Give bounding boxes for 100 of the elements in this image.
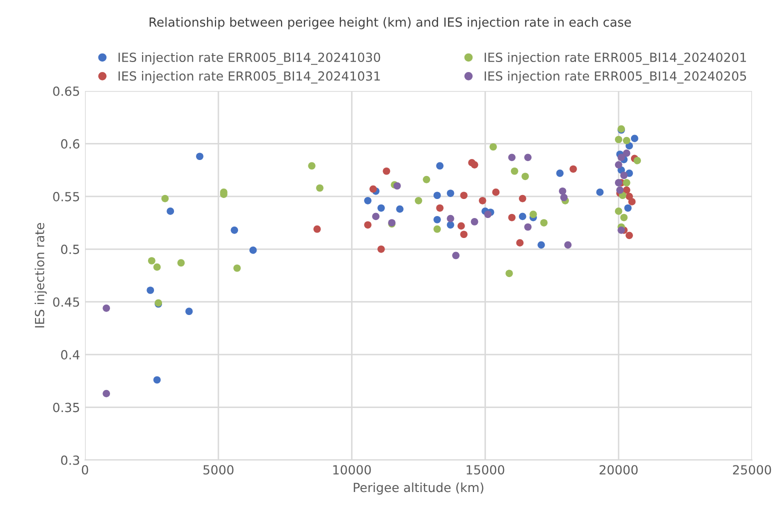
point xyxy=(622,150,630,157)
point xyxy=(524,154,532,162)
point xyxy=(506,270,513,278)
point xyxy=(177,259,185,267)
point xyxy=(436,204,444,212)
point xyxy=(484,210,492,218)
point xyxy=(470,218,478,226)
point xyxy=(364,221,372,229)
y-axis-title: IES injection rate xyxy=(34,223,47,328)
point xyxy=(377,245,385,253)
point xyxy=(369,185,377,193)
point xyxy=(460,192,468,200)
point xyxy=(434,225,441,233)
point xyxy=(564,241,572,249)
point xyxy=(434,216,441,224)
point xyxy=(446,190,454,197)
point xyxy=(516,239,524,246)
point xyxy=(628,198,636,206)
point xyxy=(230,226,238,234)
point xyxy=(102,304,110,312)
point xyxy=(518,194,526,202)
legend-label: IES injection rate ERR005_BI14_20240201 xyxy=(484,52,746,65)
point xyxy=(626,232,633,240)
point xyxy=(313,225,321,233)
point xyxy=(166,208,174,215)
point xyxy=(102,390,110,398)
point xyxy=(452,252,460,260)
chart-title: Relationship between perigee height (km) and IES injection rate in each case xyxy=(150,17,631,30)
point xyxy=(196,152,204,160)
point xyxy=(446,214,454,222)
point xyxy=(508,214,516,222)
point xyxy=(372,212,380,220)
point xyxy=(148,257,156,264)
point xyxy=(478,196,486,204)
y-tick-label: 0.5 xyxy=(61,244,80,254)
point xyxy=(620,172,628,180)
point xyxy=(622,136,630,144)
x-tick-label: 15000 xyxy=(466,465,504,475)
point xyxy=(540,219,548,226)
point xyxy=(614,136,622,144)
point xyxy=(518,212,526,220)
point xyxy=(396,205,404,213)
point xyxy=(153,376,161,384)
point xyxy=(364,196,372,204)
x-axis-title: Perigee altitude (km) xyxy=(354,482,484,495)
point xyxy=(434,192,441,200)
x-tick-label: 5000 xyxy=(203,465,234,475)
y-tick-label: 0.35 xyxy=(53,402,80,412)
y-tick-label: 0.4 xyxy=(61,350,80,360)
point xyxy=(233,264,241,272)
x-tick-label: 10000 xyxy=(333,465,371,475)
x-tick-label: 25000 xyxy=(733,465,772,475)
point xyxy=(558,187,566,195)
point xyxy=(614,179,622,186)
point xyxy=(524,223,532,231)
point xyxy=(556,170,564,177)
point xyxy=(508,154,516,162)
point xyxy=(634,156,641,164)
point xyxy=(538,241,545,249)
y-tick-label: 0.3 xyxy=(61,455,80,465)
point xyxy=(414,196,422,204)
point xyxy=(624,204,632,212)
point xyxy=(510,167,518,175)
point xyxy=(522,172,529,180)
legend-label: IES injection rate ERR005_BI14_20240205 xyxy=(484,71,746,84)
y-tick-label: 0.45 xyxy=(53,297,80,307)
point xyxy=(570,165,577,173)
point xyxy=(249,246,257,254)
point xyxy=(614,161,622,168)
point xyxy=(458,222,465,230)
y-tick-label: 0.55 xyxy=(53,192,80,202)
point xyxy=(616,186,624,194)
point xyxy=(460,230,468,238)
point xyxy=(377,204,385,212)
x-tick-label: 0 xyxy=(82,465,88,475)
point xyxy=(185,308,193,316)
legend-label: IES injection rate ERR005_BI14_20241030 xyxy=(118,52,380,65)
point xyxy=(316,184,324,192)
x-tick-label: 20000 xyxy=(600,465,638,475)
point xyxy=(436,162,444,170)
point xyxy=(422,176,430,184)
point xyxy=(596,188,604,196)
point xyxy=(490,143,497,151)
point xyxy=(618,154,625,162)
point xyxy=(470,161,478,168)
point xyxy=(618,226,625,234)
point xyxy=(393,182,401,190)
point xyxy=(146,286,154,294)
y-tick-label: 0.6 xyxy=(61,139,80,149)
point xyxy=(161,194,169,202)
point xyxy=(492,188,500,196)
legend-label: IES injection rate ERR005_BI14_20241031 xyxy=(118,71,380,84)
point xyxy=(622,179,630,186)
point xyxy=(308,162,316,170)
point xyxy=(153,263,161,271)
y-tick-label: 0.65 xyxy=(53,86,80,96)
point xyxy=(630,134,638,142)
point xyxy=(620,214,628,222)
point xyxy=(530,210,537,218)
point xyxy=(446,221,454,229)
